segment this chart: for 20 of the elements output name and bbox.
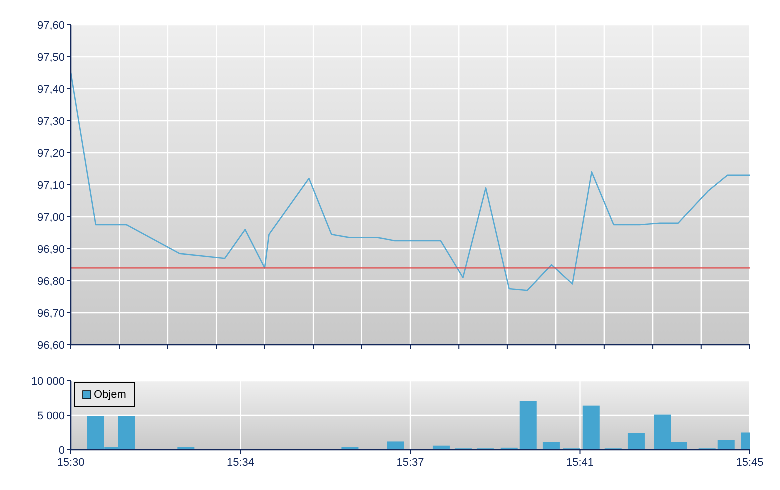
y-tick-label: 96,60: [37, 340, 65, 352]
x-tick-label: 15:37: [396, 457, 424, 469]
y-tick-label: 5 000: [37, 410, 65, 422]
y-tick-label: 97,20: [37, 148, 65, 160]
x-tick-label: 15:41: [566, 457, 594, 469]
y-tick-label: 10 000: [31, 376, 65, 388]
y-tick-label: 97,30: [37, 116, 65, 128]
y-tick-label: 96,80: [37, 276, 65, 288]
y-tick-label: 97,10: [37, 180, 65, 192]
y-tick-label: 97,60: [37, 20, 65, 32]
y-tick-label: 97,40: [37, 84, 65, 96]
x-tick-label: 15:34: [226, 457, 255, 469]
x-tick-label: 15:30: [57, 457, 85, 469]
y-tick-label: 97,50: [37, 52, 65, 64]
y-tick-label: 0: [58, 444, 65, 457]
y-tick-label: 97,00: [37, 212, 65, 224]
legend-label: Objem: [94, 389, 126, 401]
y-tick-label: 96,90: [37, 244, 65, 256]
y-tick-label: 96,70: [37, 308, 65, 320]
x-tick-label: 15:45: [736, 457, 764, 469]
